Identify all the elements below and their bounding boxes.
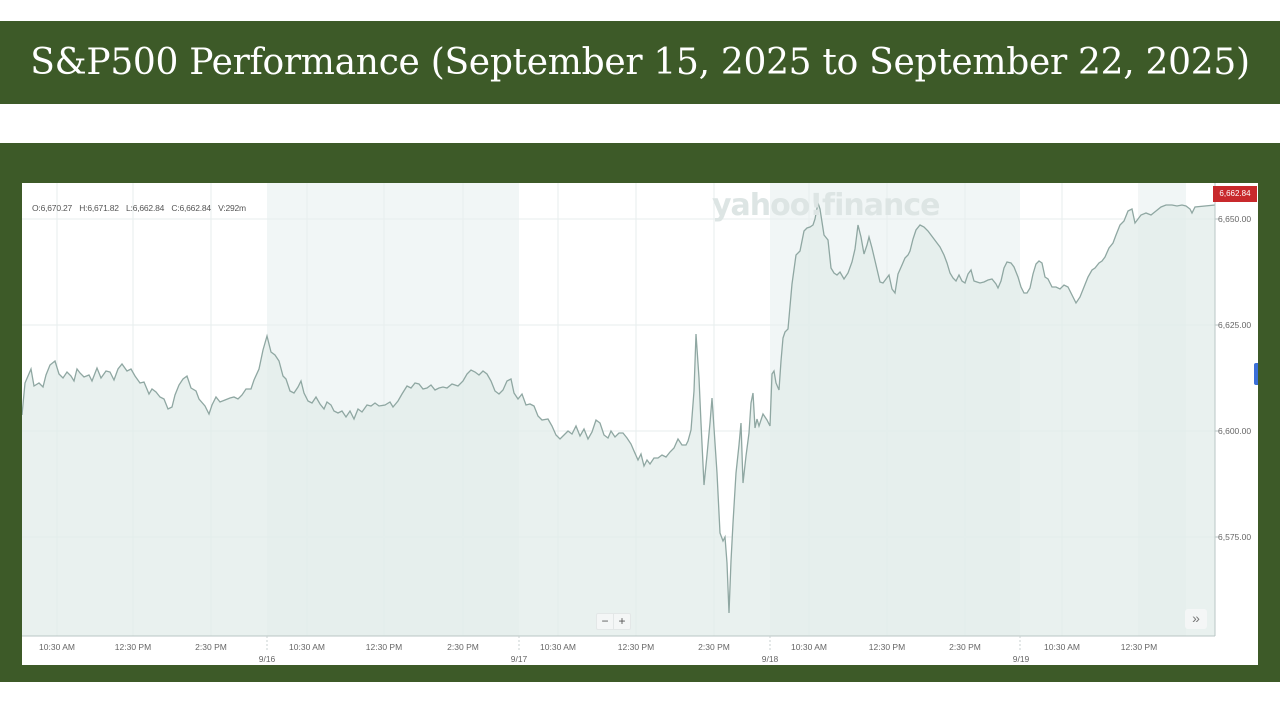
y-tick-label: 6,625.00	[1218, 320, 1252, 330]
scroll-forward-button[interactable]: »	[1185, 609, 1207, 629]
x-tick-label: 2:30 PM	[698, 642, 730, 652]
day-label: 9/16	[258, 654, 276, 664]
zoom-out-button[interactable]: −	[601, 614, 609, 628]
x-tick-label: 2:30 PM	[195, 642, 227, 652]
y-tick-label: 6,650.00	[1218, 214, 1252, 224]
ohlc-open: O:6,670.27	[32, 203, 73, 213]
x-tick-label: 2:30 PM	[949, 642, 981, 652]
price-chart-canvas[interactable]	[22, 183, 1258, 665]
x-tick-label: 10:30 AM	[289, 642, 325, 652]
ohlc-readout: O:6,670.27 H:6,671.82 L:6,662.84 C:6,662…	[32, 203, 251, 213]
zoom-controls: − +	[596, 613, 631, 630]
last-price-badge: 6,662.84	[1213, 186, 1257, 202]
ohlc-high: H:6,671.82	[79, 203, 119, 213]
day-label: 9/18	[761, 654, 779, 664]
price-area	[22, 203, 1215, 636]
x-tick-label: 10:30 AM	[540, 642, 576, 652]
x-tick-label: 12:30 PM	[1120, 642, 1158, 652]
day-label: 9/19	[1012, 654, 1030, 664]
y-axis-scroll-handle[interactable]	[1254, 363, 1258, 385]
page-title: S&P500 Performance (September 15, 2025 t…	[30, 42, 1250, 83]
day-label: 9/17	[510, 654, 528, 664]
x-tick-label: 12:30 PM	[617, 642, 655, 652]
zoom-in-button[interactable]: +	[613, 614, 630, 629]
price-line	[22, 200, 1216, 614]
yahoo-finance-watermark: yahoo!finance	[712, 188, 940, 223]
x-tick-label: 12:30 PM	[114, 642, 152, 652]
x-tick-label: 2:30 PM	[447, 642, 479, 652]
ohlc-close: C:6,662.84	[171, 203, 211, 213]
ohlc-low: L:6,662.84	[126, 203, 165, 213]
title-banner: S&P500 Performance (September 15, 2025 t…	[0, 21, 1280, 104]
x-tick-label: 10:30 AM	[791, 642, 827, 652]
ohlc-volume: V:292m	[218, 203, 246, 213]
y-tick-label: 6,600.00	[1218, 426, 1252, 436]
y-tick-label: 6,575.00	[1218, 532, 1252, 542]
x-tick-label: 10:30 AM	[39, 642, 75, 652]
x-tick-label: 12:30 PM	[365, 642, 403, 652]
x-tick-label: 10:30 AM	[1044, 642, 1080, 652]
yahoo-finance-chart[interactable]: yahoo!finance O:6,670.27 H:6,671.82 L:6,…	[22, 183, 1258, 665]
x-tick-label: 12:30 PM	[868, 642, 906, 652]
